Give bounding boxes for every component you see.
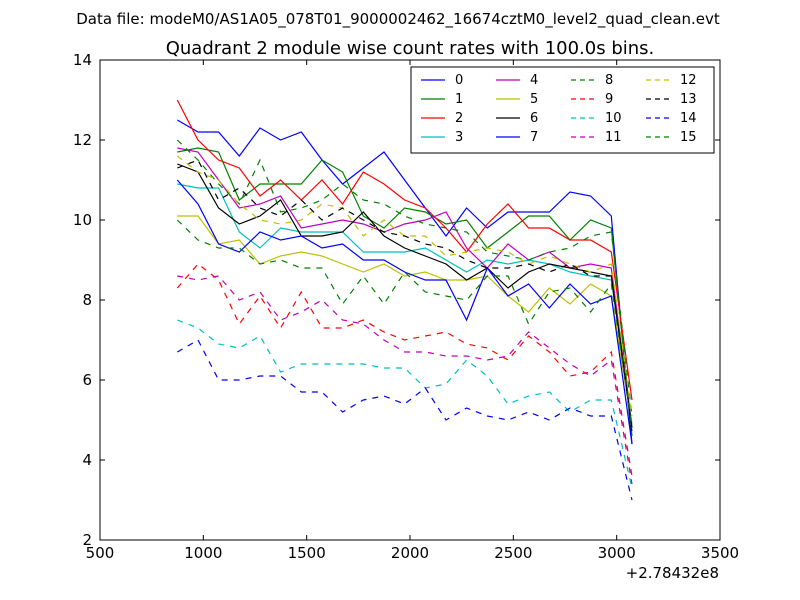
series-line-3: [177, 183, 633, 425]
x-offset-label: +2.78432e8: [626, 564, 719, 582]
series-line-1: [177, 147, 633, 437]
series-line-6: [177, 163, 633, 429]
legend-label-1: 1: [455, 92, 463, 107]
legend-box: [410, 66, 715, 154]
legend-label-4: 4: [530, 73, 538, 88]
series-line-11: [177, 275, 633, 485]
legend-label-7: 7: [530, 130, 538, 145]
legend-label-9: 9: [605, 92, 613, 107]
legend-label-5: 5: [530, 92, 538, 107]
y-tick-label: 4: [82, 451, 92, 469]
series-line-15: [176, 219, 633, 429]
y-tick-label: 14: [73, 51, 92, 69]
legend-label-2: 2: [455, 111, 463, 126]
series-line-9: [176, 263, 633, 477]
legend-label-15: 15: [680, 130, 697, 145]
series-line-5: [177, 215, 633, 425]
series-lines: [176, 99, 633, 501]
x-tick-label: 3500: [701, 544, 739, 562]
y-tick-label: 8: [82, 291, 92, 309]
x-tick-label: 500: [86, 544, 115, 562]
y-tick-label: 12: [73, 131, 92, 149]
x-tick-label: 3000: [598, 544, 636, 562]
y-tick-label: 2: [82, 531, 92, 549]
series-line-0: [176, 119, 633, 445]
x-tick-label: 1500: [288, 544, 326, 562]
series-line-13: [177, 159, 633, 433]
legend-label-0: 0: [455, 73, 463, 88]
legend-label-3: 3: [455, 130, 463, 145]
y-tick-label: 6: [82, 371, 92, 389]
y-tick-label: 10: [73, 211, 92, 229]
legend-label-14: 14: [680, 111, 697, 126]
x-tick-label: 2500: [494, 544, 532, 562]
legend-label-6: 6: [530, 111, 538, 126]
series-line-12: [176, 155, 633, 417]
x-tick-label: 2000: [391, 544, 429, 562]
chart-title: Quadrant 2 module wise count rates with …: [166, 38, 655, 59]
legend-label-13: 13: [680, 92, 697, 107]
series-line-7: [176, 179, 633, 445]
series-line-2: [176, 99, 633, 401]
series-line-14: [176, 339, 633, 501]
legend-label-12: 12: [680, 73, 697, 88]
series-line-4: [177, 147, 633, 429]
legend-label-11: 11: [605, 130, 622, 145]
legend-label-8: 8: [605, 73, 613, 88]
data-file-label: Data file: modeM0/AS1A05_078T01_90000024…: [76, 10, 720, 29]
legend-label-10: 10: [605, 111, 622, 126]
x-tick-label: 1000: [184, 544, 222, 562]
series-line-10: [177, 319, 633, 489]
series-line-8: [176, 139, 633, 417]
